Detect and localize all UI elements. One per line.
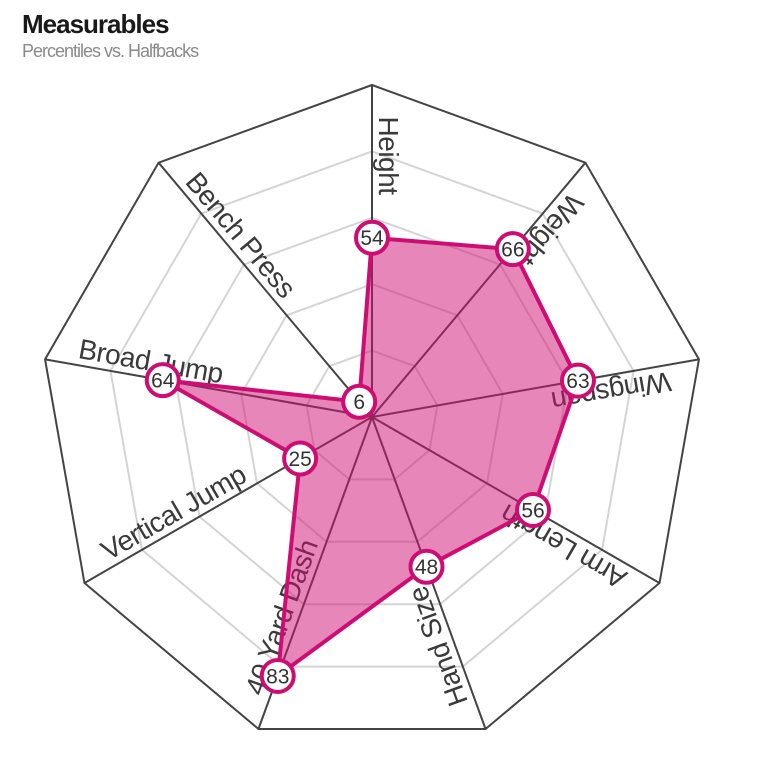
svg-text:Hand Size: Hand Size [402,583,474,711]
svg-text:Height: Height [373,117,404,196]
svg-text:6: 6 [353,391,365,414]
svg-text:48: 48 [415,556,438,579]
svg-text:Vertical Jump: Vertical Jump [96,459,251,567]
svg-text:83: 83 [266,665,289,688]
svg-text:64: 64 [151,370,175,393]
svg-text:25: 25 [288,448,311,471]
svg-text:66: 66 [501,239,524,262]
svg-text:54: 54 [360,227,384,250]
svg-text:63: 63 [566,370,589,393]
svg-text:Bench Press: Bench Press [180,166,302,303]
svg-text:56: 56 [521,499,544,522]
